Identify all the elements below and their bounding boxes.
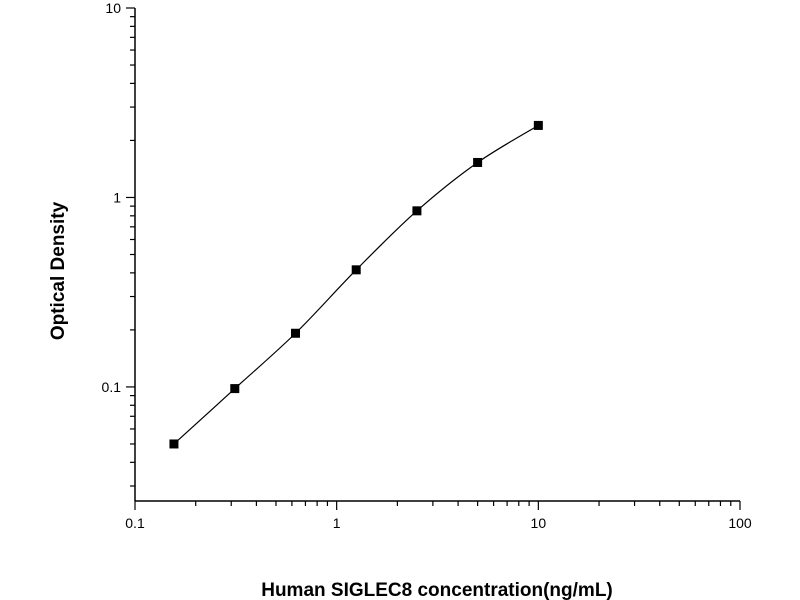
data-point	[412, 206, 422, 216]
ticks	[126, 7, 741, 510]
data-point	[169, 439, 179, 449]
y-tick-label: 1	[113, 189, 121, 205]
x-tick-label: 0.1	[125, 515, 145, 531]
data-point	[473, 157, 483, 167]
y-tick-label: 0.1	[102, 379, 122, 395]
data-point	[291, 328, 301, 338]
axes	[134, 8, 740, 502]
fit-curve	[173, 124, 539, 445]
x-axis-title: Human SIGLEC8 concentration(ng/mL)	[261, 580, 613, 600]
x-tick-label: 1	[333, 515, 341, 531]
y-axis-title: Optical Density	[48, 201, 69, 340]
x-tick-label: 10	[531, 515, 547, 531]
data-points	[169, 120, 543, 449]
y-tick-label: 10	[105, 0, 121, 16]
data-point	[230, 384, 240, 394]
tick-labels: 0.1 1 10 100 0.1 1 10	[102, 0, 752, 531]
data-point	[533, 120, 543, 130]
x-tick-label: 100	[728, 515, 752, 531]
data-point	[351, 265, 361, 275]
